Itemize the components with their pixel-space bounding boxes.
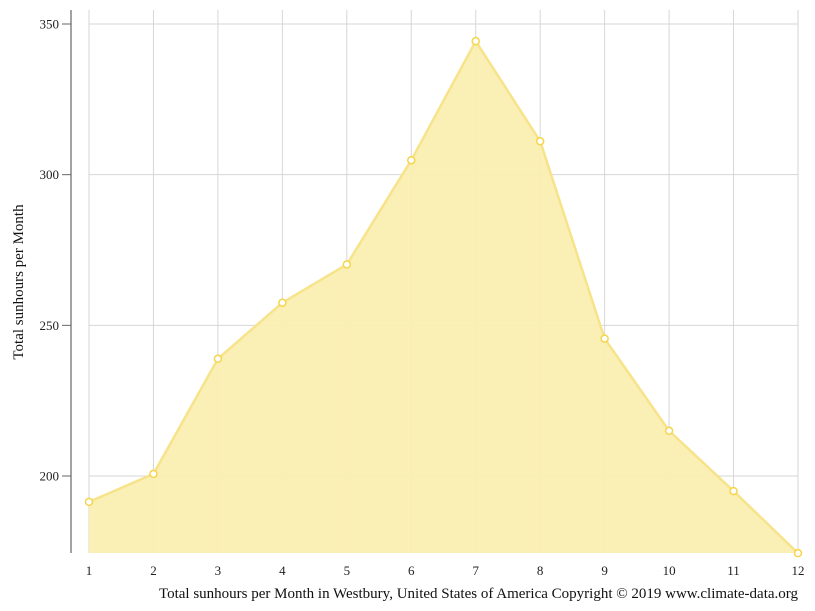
x-axis-ticks: 1 2 3 4 5 6 7 8 9 10 11 12 xyxy=(86,563,805,578)
x-tick-label: 5 xyxy=(344,563,351,578)
y-tick-label: 300 xyxy=(40,167,60,182)
data-point-marker xyxy=(471,36,480,46)
data-point-marker xyxy=(729,486,738,496)
data-point-marker xyxy=(342,260,352,269)
y-axis-ticks: 200 250 300 350 xyxy=(40,17,71,484)
x-axis-title: Total sunhours per Month in Westbury, Un… xyxy=(159,586,799,602)
y-tick-label: 350 xyxy=(40,17,60,32)
data-point-marker xyxy=(793,548,803,558)
x-tick-label: 4 xyxy=(279,563,286,578)
data-area xyxy=(88,38,799,555)
y-axis-title: Total sunhours per Month xyxy=(11,204,27,360)
series-line xyxy=(88,38,799,555)
area-fill xyxy=(89,41,798,554)
data-point-marker xyxy=(535,136,545,146)
x-tick-label: 11 xyxy=(727,563,740,578)
x-tick-label: 9 xyxy=(601,563,608,578)
data-point-marker xyxy=(278,298,287,307)
x-tick-label: 8 xyxy=(537,563,544,578)
y-tick-label: 250 xyxy=(40,318,60,333)
y-tick-label: 200 xyxy=(40,469,60,484)
data-point-marker xyxy=(664,426,674,436)
x-tick-label: 12 xyxy=(792,563,805,578)
x-tick-label: 1 xyxy=(86,563,93,578)
data-point-marker xyxy=(149,469,158,479)
x-tick-label: 3 xyxy=(215,563,222,578)
data-point-marker xyxy=(407,155,416,165)
x-tick-label: 7 xyxy=(472,563,479,578)
data-point-marker xyxy=(213,354,223,364)
x-tick-label: 6 xyxy=(408,563,415,578)
data-markers xyxy=(84,36,803,558)
x-tick-label: 2 xyxy=(150,563,157,578)
x-tick-label: 10 xyxy=(663,563,676,578)
data-point-marker xyxy=(600,334,609,343)
data-point-marker xyxy=(84,497,94,507)
